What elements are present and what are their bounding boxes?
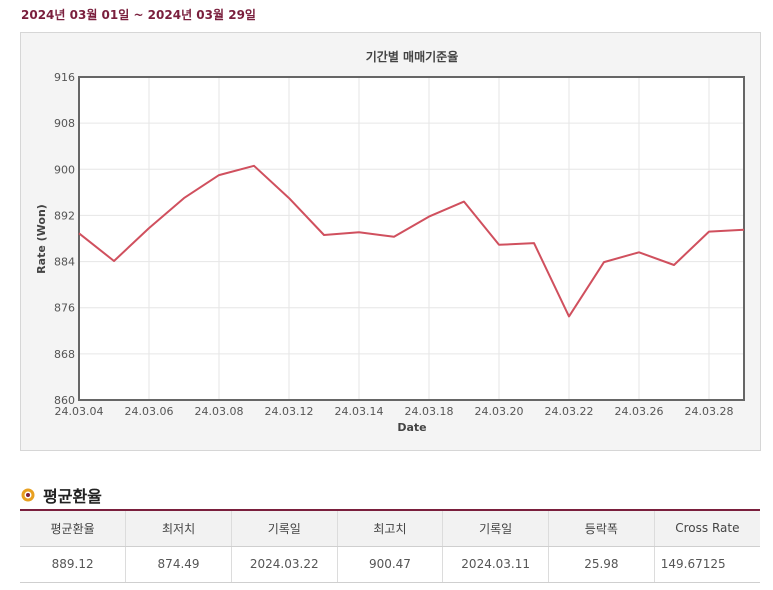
plot-frame xyxy=(78,76,745,401)
y-axis-ticks: 916 908 900 892 884 876 868 860 xyxy=(54,71,75,407)
section-title-text: 평균환율 xyxy=(43,487,102,506)
table-row: 889.12 874.49 2024.03.22 900.47 2024.03.… xyxy=(20,546,760,583)
section-title: 평균환율 xyxy=(21,483,102,507)
date-range: 2024년 03월 01일 ~ 2024년 03월 29일 xyxy=(21,8,256,22)
y-axis-label: Rate (Won) xyxy=(35,204,48,274)
x-axis-label: Date xyxy=(397,421,426,434)
y-tick-label: 900 xyxy=(54,163,75,176)
cell-lowest-date: 2024.03.22 xyxy=(231,546,338,583)
y-tick-label: 908 xyxy=(54,117,75,130)
y-tick-label: 868 xyxy=(54,348,75,361)
x-tick-label: 24.03.14 xyxy=(335,405,384,418)
header-cross-rate: Cross Rate xyxy=(654,510,760,547)
x-tick-label: 24.03.20 xyxy=(475,405,524,418)
y-tick-label: 884 xyxy=(54,256,75,269)
cell-highest-date: 2024.03.11 xyxy=(442,546,550,583)
plot-background xyxy=(79,77,744,400)
table-header-row: 평균환율 최저치 기록일 최고치 기록일 등락폭 Cross Rate xyxy=(20,510,760,547)
header-lowest: 최저치 xyxy=(125,510,232,547)
x-tick-label: 24.03.12 xyxy=(265,405,314,418)
rate-chart: 기간별 매매기준율 916 908 900 892 884 876 868 860 24.03… xyxy=(20,32,761,451)
header-lowest-date: 기록일 xyxy=(231,510,338,547)
cell-average-rate: 889.12 xyxy=(20,546,127,583)
x-tick-label: 24.03.06 xyxy=(125,405,174,418)
y-tick-label: 916 xyxy=(54,71,75,84)
cell-highest: 900.47 xyxy=(337,546,444,583)
y-tick-label: 892 xyxy=(54,209,75,222)
x-tick-label: 24.03.28 xyxy=(685,405,734,418)
cell-range: 25.98 xyxy=(548,546,655,583)
x-tick-label: 24.03.08 xyxy=(195,405,244,418)
y-tick-label: 876 xyxy=(54,302,75,315)
cell-cross-rate: 149.67125 xyxy=(654,546,760,583)
header-highest: 최고치 xyxy=(337,510,444,547)
summary-table: 평균환율 최저치 기록일 최고치 기록일 등락폭 Cross Rate 889.… xyxy=(20,509,760,583)
header-range: 등락폭 xyxy=(548,510,655,547)
chart-grid xyxy=(78,76,744,401)
ring-bullet-icon xyxy=(21,488,35,502)
chart-title: 기간별 매매기준율 xyxy=(366,49,459,64)
x-axis-ticks: 24.03.04 24.03.06 24.03.08 24.03.12 24.03.14… xyxy=(55,405,734,418)
header-highest-date: 기록일 xyxy=(442,510,550,547)
x-tick-label: 24.03.26 xyxy=(615,405,664,418)
y-tick-label: 860 xyxy=(54,394,75,407)
x-tick-label: 24.03.04 xyxy=(55,405,104,418)
cell-lowest: 874.49 xyxy=(125,546,232,583)
series-line xyxy=(78,164,745,318)
rate-chart-svg: 기간별 매매기준율 916 908 900 892 884 876 868 860 24.03… xyxy=(35,49,745,434)
x-tick-label: 24.03.22 xyxy=(545,405,594,418)
x-tick-label: 24.03.18 xyxy=(405,405,454,418)
header-average-rate: 평균환율 xyxy=(20,510,127,547)
